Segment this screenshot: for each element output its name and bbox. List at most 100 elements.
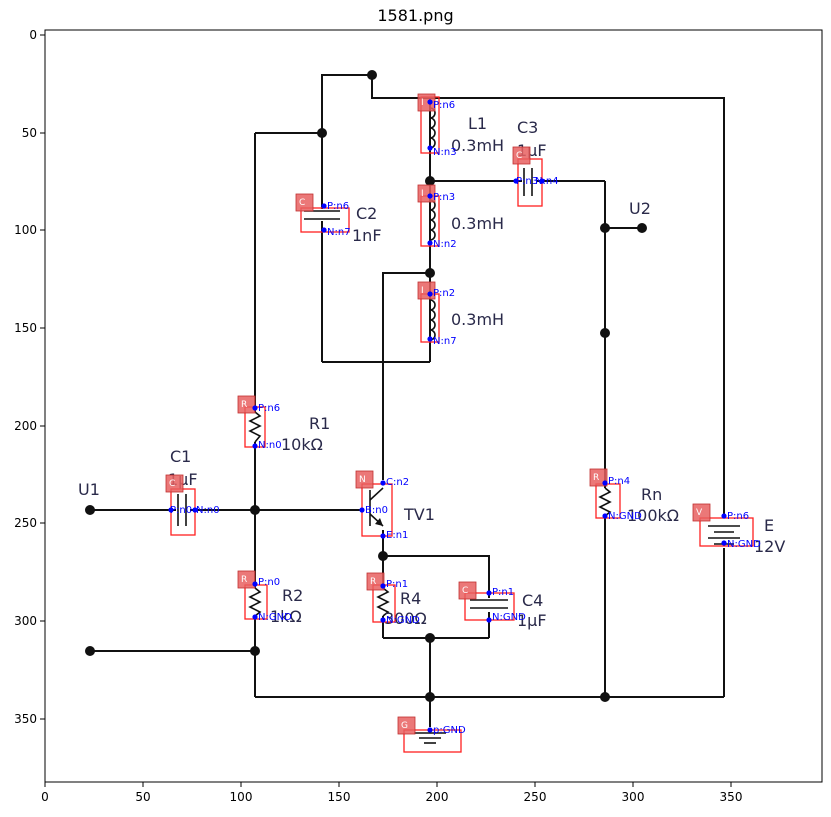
detection-tag-label: I <box>421 98 424 108</box>
pin-dot <box>486 617 492 623</box>
pin-label: P:n6 <box>327 201 349 212</box>
capacitor-c3-symbol <box>522 168 536 196</box>
pin-dot <box>721 540 727 546</box>
pin-label: P:n6 <box>433 100 455 111</box>
inductor-l1-symbol <box>429 107 436 149</box>
detection-tag-square <box>237 570 256 589</box>
capacitor-c1-symbol <box>176 494 190 526</box>
pin-label: P:n0 <box>170 505 192 516</box>
component-label-u2: U2 <box>629 199 651 218</box>
pin-dot <box>252 443 258 449</box>
detection-tag-label: I <box>421 286 424 296</box>
component-label-l3v: 0.3mH <box>451 310 504 329</box>
pin-dot <box>513 178 519 184</box>
detection-c2: C P:n6 N:n7 <box>295 193 351 238</box>
capacitor-c4-symbol <box>470 598 508 612</box>
y-tick-label: 300 <box>14 614 37 628</box>
pin-dot <box>427 145 433 151</box>
x-axis-ticks: 0 50 100 150 200 250 300 350 <box>41 782 742 804</box>
pin-dot <box>252 614 258 620</box>
pin-label: E:n1 <box>386 530 408 541</box>
pin-dot <box>380 617 386 623</box>
detection-tag-label: R <box>241 400 247 410</box>
y-tick-label: 250 <box>14 516 37 530</box>
detection-tag-square <box>237 395 256 414</box>
pin-dot <box>602 480 608 486</box>
x-tick-label: 100 <box>230 790 253 804</box>
detection-e: V P:n6 N:GND <box>692 503 761 550</box>
detection-tag-label: R <box>370 577 376 587</box>
pin-label: P:n1 <box>492 587 514 598</box>
pin-dot <box>427 291 433 297</box>
pin-label: N:n2 <box>433 239 457 250</box>
detection-tag-square <box>366 572 385 591</box>
y-axis-ticks: 0 50 100 150 200 250 300 350 <box>14 28 45 726</box>
detection-box <box>699 517 754 547</box>
resistor-r1-symbol <box>247 411 263 443</box>
detection-c1: C P:n0 N:n0 <box>165 474 220 536</box>
detection-tag-square <box>295 193 314 212</box>
detection-c3: C P:n3N:n4 <box>512 146 559 207</box>
pin-label: N:n7 <box>433 336 457 347</box>
pin-dot <box>359 507 365 513</box>
pin-dot <box>427 727 433 733</box>
resistor-r4-symbol <box>375 587 391 617</box>
component-label-c4v: 1μF <box>517 611 547 630</box>
resistor-rn-symbol <box>597 487 613 517</box>
figure-title: 1581.png <box>377 6 454 25</box>
pin-label: N:n3 <box>433 147 457 158</box>
detection-tag-label: R <box>241 575 247 585</box>
component-label-tv1: TV1 <box>403 505 435 524</box>
inductor-l3-symbol <box>429 299 436 341</box>
detection-tag-label: N <box>359 475 366 485</box>
pin-label: N:n4 <box>535 176 559 187</box>
pin-dot <box>321 227 327 233</box>
detection-c4: C P:n1 N:GND <box>458 581 526 623</box>
y-tick-label: 150 <box>14 321 37 335</box>
pin-label: N:GND <box>608 511 642 522</box>
y-tick-label: 0 <box>29 28 37 42</box>
detection-rn: R P:n4 N:GND <box>589 468 642 522</box>
x-tick-label: 150 <box>328 790 351 804</box>
pin-label: P:n0 <box>258 577 280 588</box>
component-label-r4n: R4 <box>400 589 421 608</box>
plot-frame <box>44 29 823 783</box>
pin-dot <box>168 507 174 513</box>
component-symbols <box>176 107 744 744</box>
pin-label: N:GND <box>492 612 526 623</box>
detection-tag-label: C <box>462 586 468 596</box>
component-labels: L10.3mHC31μF0.3mH0.3mHC21nFU2R110kΩC11μF… <box>78 114 785 630</box>
x-tick-label: 250 <box>524 790 547 804</box>
detection-box <box>595 483 621 519</box>
pin-dot <box>380 480 386 486</box>
detection-tv1: N C:n2 B:n0 E:n1 <box>355 470 409 541</box>
detection-overlays: I P:n6N:n3 CP:n3N:n4I P:n3N:n2I P:n2N:n7C P:n… <box>165 93 761 753</box>
pin-label: N:n7 <box>327 227 351 238</box>
detection-tag-square <box>417 93 436 112</box>
pin-dot <box>252 405 258 411</box>
detection-tag-label: I <box>421 189 424 199</box>
pin-dot <box>602 513 608 519</box>
pin-dot <box>721 513 727 519</box>
detection-tag-square <box>355 470 374 489</box>
pin-dot <box>252 581 258 587</box>
detection-l2: I P:n3 N:n2 <box>417 184 457 250</box>
y-tick-label: 100 <box>14 223 37 237</box>
detection-tag-square <box>397 716 416 735</box>
pin-dot <box>380 583 386 589</box>
detection-r4: R P:n1 N:GND <box>366 572 420 626</box>
detection-tag-label: G <box>401 721 408 731</box>
pin-label: p:GND <box>433 725 466 736</box>
component-label-r2n: R2 <box>282 586 303 605</box>
detection-r2: R P:n0 N:GND <box>237 570 292 623</box>
pin-dot <box>427 193 433 199</box>
inductor-l2-symbol <box>429 199 436 241</box>
component-label-en: E <box>764 516 774 535</box>
y-tick-label: 50 <box>22 126 37 140</box>
component-label-c1n: C1 <box>170 447 191 466</box>
pin-label: P:n3 <box>516 176 538 187</box>
pin-dot <box>486 590 492 596</box>
detection-tag-label: V <box>696 508 703 518</box>
